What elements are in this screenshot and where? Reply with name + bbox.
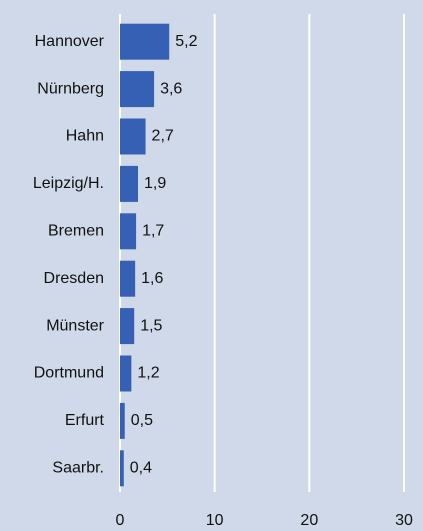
value-label: 1,2	[137, 365, 159, 382]
x-tick-label: 30	[395, 512, 413, 529]
bar	[120, 450, 124, 487]
bar	[120, 402, 125, 439]
bar	[120, 165, 138, 202]
bar	[120, 260, 136, 297]
bar	[120, 118, 146, 155]
y-tick-label: Bremen	[48, 223, 104, 240]
value-label: 1,6	[141, 270, 163, 287]
bar	[120, 308, 135, 345]
value-label: 5,2	[175, 33, 197, 50]
value-label: 0,4	[130, 460, 152, 477]
y-tick-label: Dresden	[44, 270, 104, 287]
y-tick-label: Nürnberg	[37, 80, 104, 97]
x-tick-label: 10	[206, 512, 224, 529]
x-tick-label: 0	[116, 512, 125, 529]
value-label: 1,7	[142, 223, 164, 240]
y-tick-label: Münster	[46, 317, 104, 334]
bar	[120, 23, 170, 60]
value-label: 1,5	[140, 317, 162, 334]
value-label: 2,7	[152, 128, 174, 145]
y-tick-label: Saarbr.	[52, 460, 104, 477]
bar	[120, 213, 137, 250]
y-tick-label: Hannover	[35, 33, 105, 50]
value-label: 0,5	[131, 412, 153, 429]
value-label: 1,9	[144, 175, 166, 192]
y-tick-label: Hahn	[66, 128, 104, 145]
bar	[120, 355, 132, 392]
value-label: 3,6	[160, 80, 182, 97]
y-tick-label: Erfurt	[65, 412, 105, 429]
bar	[120, 71, 155, 108]
y-tick-label: Dortmund	[34, 365, 104, 382]
y-tick-label: Leipzig/H.	[33, 175, 104, 192]
x-tick-label: 20	[300, 512, 318, 529]
